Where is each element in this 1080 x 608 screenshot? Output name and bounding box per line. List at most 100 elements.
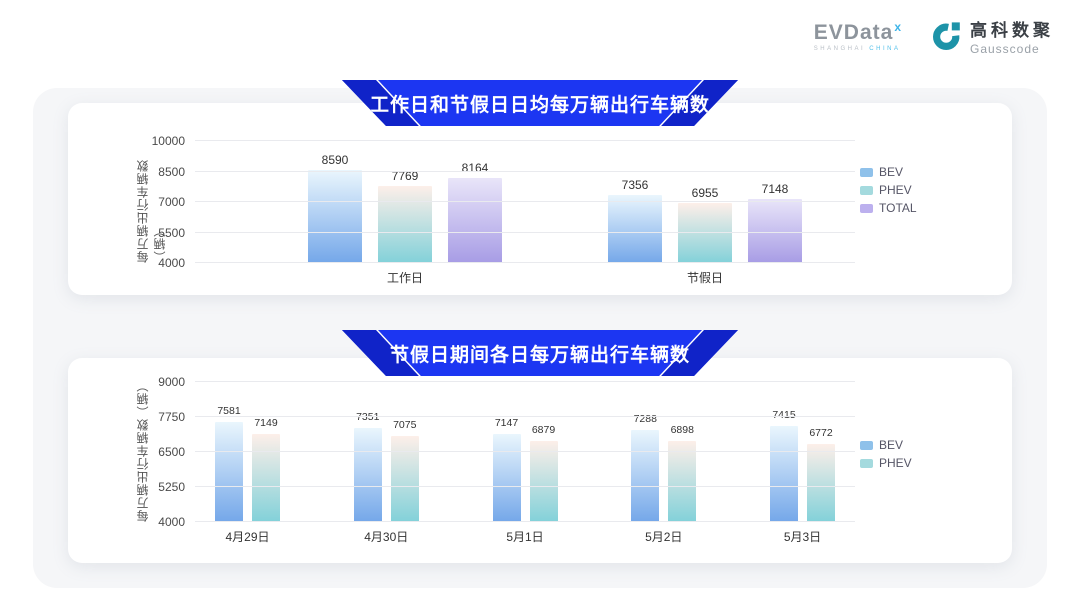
x-category-label: 5月3日 [783,530,822,544]
gridline [195,486,855,487]
bar-bev[interactable]: 8590 [308,153,362,263]
evdata-subtext-left: SHANGHAI [813,45,866,52]
y-tick-label: 6500 [158,445,185,459]
bar-phev[interactable]: 7149 [252,417,280,522]
legend-swatch [860,185,873,195]
bar-value-label: 7356 [621,177,649,192]
bar-value-label: 7769 [391,169,419,184]
bar-cluster: 7147 6879 [492,382,558,522]
chart1-title: 工作日和节假日日均每万辆出行车辆数 [369,94,710,116]
bar-cluster: 7351 7075 [353,382,419,522]
legend-swatch [860,458,873,468]
bar-value-label: 7148 [761,182,789,196]
bar-value-label: 7288 [633,412,657,425]
bar-bev[interactable]: 7351 [353,411,382,522]
bar-phev[interactable]: 6898 [668,424,697,522]
x-category-label: 5月1日 [506,530,544,544]
bar-bev[interactable]: 7147 [492,417,521,522]
evdata-subtext: SHANGHAI CHINA [814,46,901,52]
bar-value-label: 6898 [670,423,694,436]
gausscode-text: 高科数聚 Gausscode [970,16,1054,56]
gridline [195,231,855,233]
chart2-bar-groups: 7581 7149 4月29日 7351 7075 4月30日 7147 6879 5月1日 72… [195,382,855,544]
legend-swatch [860,203,873,213]
gausscode-logo: 高科数聚 Gausscode [931,16,1054,56]
bar-cluster: 7356 6955 7148 [608,141,802,263]
bar-value-label: 7415 [772,409,795,421]
x-category-label: 5月2日 [645,530,683,544]
gridline [195,521,855,522]
bar-group: 7288 6898 5月2日 [631,382,697,544]
chart2-card: 每万辆出行车辆数（辆） 7581 7149 4月29日 7351 7075 4月30日 71… [68,358,1012,563]
y-tick-label: 9000 [158,375,185,389]
bar-value-label: 7147 [494,416,519,429]
chart1-card: 每万辆出行车辆数（辆） 8590 7769 8164 工作日 7356 6955 7148 节… [68,103,1012,295]
y-tick-label: 8500 [158,164,185,179]
gausscode-en: Gausscode [970,42,1040,56]
y-tick-label: 4000 [158,256,185,270]
bar-total[interactable]: 7148 [748,182,802,263]
bar-group: 7147 6879 5月1日 [492,382,558,544]
chart1-title-banner: 工作日和节假日日均每万辆出行车辆数 [342,80,738,126]
chart2-legend: BEV PHEV [860,438,912,470]
bar-phev[interactable]: 7769 [378,169,432,263]
bar-group: 8590 7769 8164 工作日 [308,141,502,285]
gridline [195,381,855,382]
gridline [195,201,855,202]
x-category-label: 工作日 [386,271,424,285]
gridline [195,451,855,452]
legend-item-phev[interactable]: PHEV [860,183,917,197]
chart2-title-banner: 节假日期间各日每万辆出行车辆数 [342,330,738,376]
evdata-subtext-right: CHINA [869,45,901,52]
bar-value-label: 7581 [217,404,241,417]
bar-value-label: 6879 [531,424,556,437]
bar-phev[interactable]: 6955 [678,186,732,263]
legend-label: PHEV [879,456,912,470]
y-tick-label: 5500 [158,225,185,240]
bar-bev[interactable]: 7356 [608,178,662,263]
gridline [195,262,855,263]
bar-cluster: 7288 6898 [631,382,697,522]
header: EVDatax SHANGHAI CHINA 高科数聚 Gausscode [813,16,1054,57]
legend-item-bev[interactable]: BEV [860,165,917,179]
evdata-wordmark: EVData [813,20,894,44]
bar-value-label: 7075 [393,418,417,431]
bar-value-label: 7149 [254,416,278,429]
bar-bev[interactable]: 7415 [770,409,798,522]
bar-phev[interactable]: 7075 [390,419,419,522]
bar-group: 7415 6772 5月3日 [770,382,835,544]
bar-value-label: 8590 [321,152,349,167]
gridline [195,416,855,417]
bar-cluster: 8590 7769 8164 [308,141,502,263]
legend-item-bev[interactable]: BEV [860,438,912,452]
bar-total[interactable]: 8164 [448,161,502,263]
x-category-label: 4月30日 [364,530,409,544]
bar-bev[interactable]: 7581 [215,405,243,522]
evdata-sup-x: x [894,19,901,34]
gridline [195,140,855,141]
dashboard-panel: 工作日和节假日日均每万辆出行车辆数 每万辆出行车辆数（辆） 8590 7769 81… [33,88,1047,588]
legend-item-total[interactable]: TOTAL [860,201,917,215]
legend-swatch [860,440,873,450]
bar-value-label: 6772 [809,427,833,440]
bar-bev[interactable]: 7288 [631,413,660,522]
chart2-title: 节假日期间各日每万辆出行车辆数 [389,344,690,366]
chart1-bar-groups: 8590 7769 8164 工作日 7356 6955 7148 节假日 [195,141,855,285]
chart1-legend: BEV PHEV TOTAL [860,165,917,215]
bar-cluster: 7581 7149 [215,382,280,522]
y-tick-label: 7750 [158,410,185,424]
legend-label: BEV [879,165,904,179]
bar-phev[interactable]: 6879 [529,424,558,522]
legend-item-phev[interactable]: PHEV [860,456,912,470]
bar-phev[interactable]: 6772 [807,427,835,522]
y-tick-label: 4000 [158,515,185,529]
legend-label: PHEV [879,183,912,197]
legend-label: BEV [879,438,904,452]
y-tick-label: 7000 [158,195,185,209]
bar-value-label: 8164 [461,161,489,176]
legend-label: TOTAL [879,201,917,215]
chart1-plot-area: 8590 7769 8164 工作日 7356 6955 7148 节假日 4000 5500 7… [152,134,855,285]
bar-cluster: 7415 6772 [770,382,835,522]
y-tick-label: 5250 [158,480,185,494]
